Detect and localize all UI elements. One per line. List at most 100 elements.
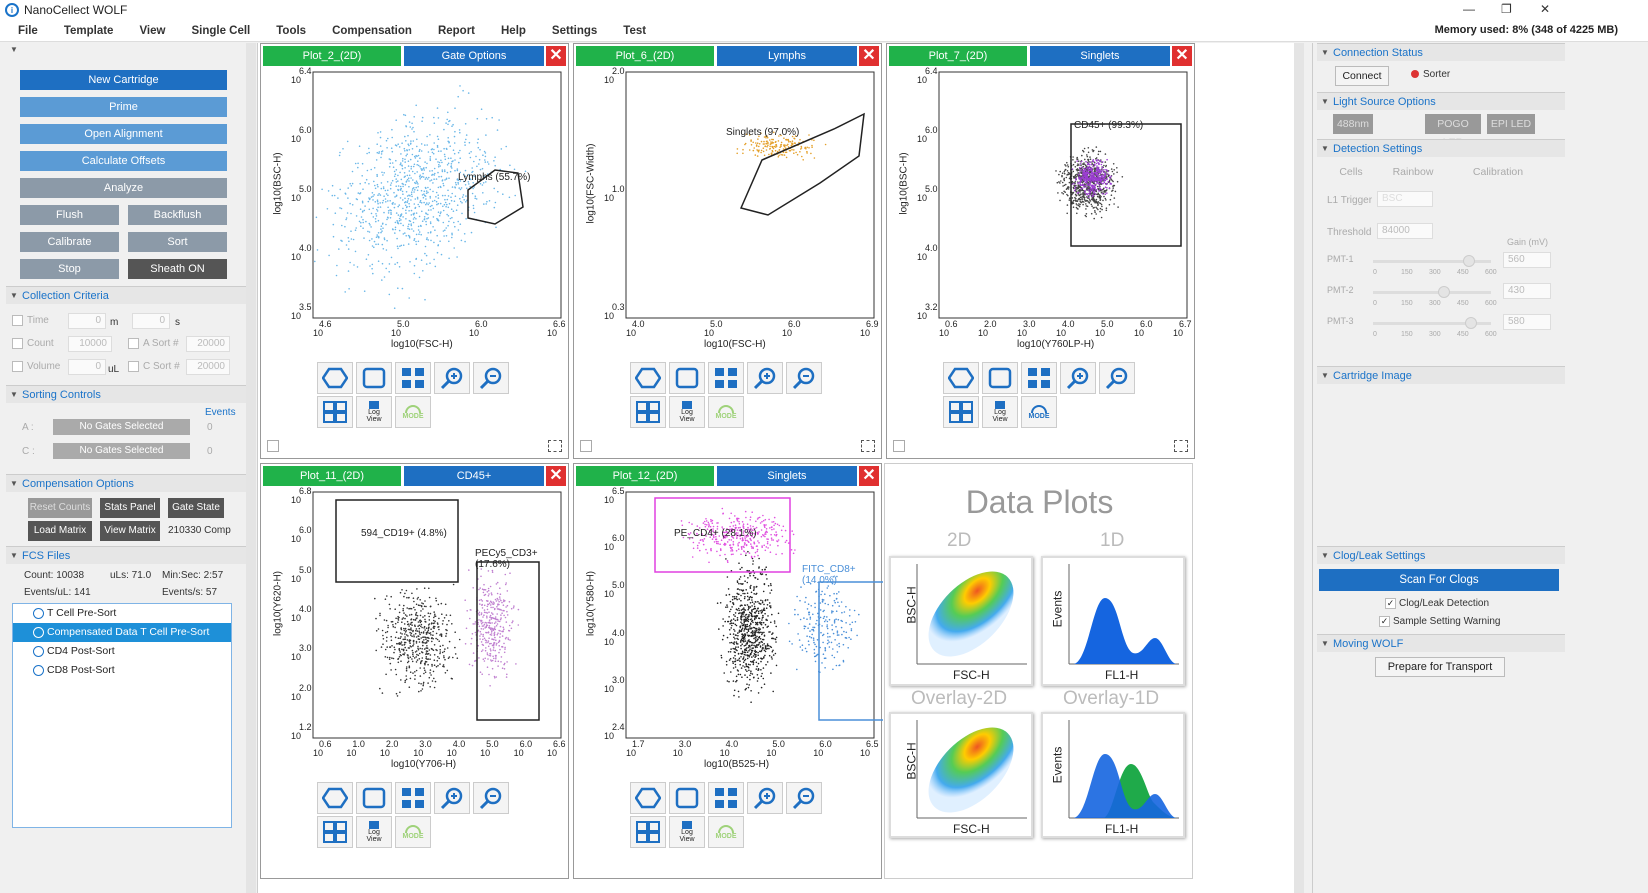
rectangle-gate-icon[interactable] (669, 782, 705, 814)
c-sort-input[interactable]: 20000 (186, 359, 230, 375)
zoom-in-icon[interactable] (434, 782, 470, 814)
pmt-value-input[interactable]: 430 (1503, 283, 1551, 299)
analyze-button[interactable]: Analyze (20, 178, 227, 198)
menu-report[interactable]: Report (437, 24, 475, 37)
selection-cursor-icon[interactable] (1174, 440, 1188, 452)
grid-view-icon[interactable] (630, 396, 666, 428)
zoom-in-icon[interactable] (434, 362, 470, 394)
plot-name-tab[interactable]: Plot_6_(2D) (576, 46, 714, 66)
mode-button[interactable]: MODE (1021, 396, 1057, 428)
calculate-offsets-button[interactable]: Calculate Offsets (20, 151, 227, 171)
backflush-button[interactable]: Backflush (128, 205, 227, 225)
plot-name-tab[interactable]: Plot_12_(2D) (576, 466, 714, 486)
scatter-plot[interactable] (574, 68, 883, 358)
file-item[interactable]: T Cell Pre-Sort (13, 604, 231, 623)
connection-status-header[interactable]: Connection Status (1317, 43, 1565, 62)
polygon-gate-icon[interactable] (943, 362, 979, 394)
menu-file[interactable]: File (18, 24, 38, 37)
sample-warning-checkbox[interactable]: ✓ (1379, 616, 1390, 627)
rectangle-gate-icon[interactable] (356, 362, 392, 394)
log-view-button[interactable]: Log View (669, 816, 705, 848)
close-plot-icon[interactable]: ✕ (546, 46, 566, 66)
pmt-value-input[interactable]: 580 (1503, 314, 1551, 330)
log-view-button[interactable]: Log View (356, 816, 392, 848)
menu-settings[interactable]: Settings (551, 24, 598, 37)
plot-name-tab[interactable]: Plot_7_(2D) (889, 46, 1027, 66)
file-item[interactable]: CD4 Post-Sort (13, 642, 231, 661)
mode-button[interactable]: MODE (708, 816, 744, 848)
detection-settings-header[interactable]: Detection Settings (1317, 139, 1565, 158)
quadrant-gate-icon[interactable] (395, 362, 431, 394)
quadrant-gate-icon[interactable] (1021, 362, 1057, 394)
rectangle-gate-icon[interactable] (356, 782, 392, 814)
menu-help[interactable]: Help (501, 24, 526, 37)
thumb-2d[interactable]: BSC-H FSC-H (889, 556, 1033, 686)
plot-name-tab[interactable]: Plot_11_(2D) (263, 466, 401, 486)
close-window-icon[interactable]: ✕ (1540, 2, 1551, 16)
center-scrollbar[interactable] (1294, 43, 1304, 893)
minimize-icon[interactable]: — (1463, 2, 1475, 16)
plot-gate-tab[interactable]: Gate Options (404, 46, 544, 66)
connect-button[interactable]: Connect (1335, 66, 1389, 86)
sheath-on-button[interactable]: Sheath ON (128, 259, 227, 279)
pmt-value-input[interactable]: 560 (1503, 252, 1551, 268)
polygon-gate-icon[interactable] (630, 782, 666, 814)
threshold-input[interactable]: 84000 (1377, 223, 1433, 239)
zoom-out-icon[interactable] (1099, 362, 1135, 394)
cells-tab[interactable]: Cells (1339, 166, 1363, 178)
plot-gate-tab[interactable]: CD45+ (404, 466, 544, 486)
menu-view[interactable]: View (139, 24, 166, 37)
calibration-tab[interactable]: Calibration (1472, 166, 1524, 178)
clog-leak-header[interactable]: Clog/Leak Settings (1317, 546, 1565, 565)
mode-button[interactable]: MODE (395, 816, 431, 848)
grid-view-icon[interactable] (943, 396, 979, 428)
scan-for-clogs-button[interactable]: Scan For Clogs (1319, 569, 1559, 591)
clog-detection-checkbox[interactable]: ✓ (1385, 598, 1396, 609)
thumb-overlay-1d[interactable]: Events FL1-H (1041, 712, 1185, 838)
plot-gate-tab[interactable]: Lymphs (717, 46, 857, 66)
gate-state-button[interactable]: Gate State (168, 498, 224, 518)
zoom-out-icon[interactable] (786, 362, 822, 394)
load-matrix-button[interactable]: Load Matrix (28, 521, 92, 541)
log-view-button[interactable]: Log View (356, 396, 392, 428)
gate-shape[interactable] (467, 169, 524, 225)
grid-view-icon[interactable] (630, 816, 666, 848)
zoom-in-icon[interactable] (747, 782, 783, 814)
volume-checkbox[interactable] (12, 361, 23, 372)
pmt-slider-track[interactable] (1373, 291, 1491, 294)
scatter-plot[interactable] (261, 488, 570, 778)
quadrant-gate-icon[interactable] (708, 362, 744, 394)
file-item[interactable]: CD8 Post-Sort (13, 661, 231, 680)
scatter-plot[interactable] (574, 488, 883, 778)
time-checkbox[interactable] (12, 315, 23, 326)
close-plot-icon[interactable]: ✕ (859, 466, 879, 486)
plot-gate-tab[interactable]: Singlets (1030, 46, 1170, 66)
plot-select-checkbox[interactable] (893, 440, 905, 452)
close-plot-icon[interactable]: ✕ (1172, 46, 1192, 66)
pogo-led-button[interactable]: POGO LED (1425, 114, 1481, 148)
zoom-in-icon[interactable] (747, 362, 783, 394)
thumb-overlay-2d[interactable]: BSC-H FSC-H (889, 712, 1033, 838)
pmt-slider-handle[interactable] (1463, 255, 1475, 267)
log-view-button[interactable]: Log View (669, 396, 705, 428)
selection-cursor-icon[interactable] (548, 440, 562, 452)
pmt-slider-handle[interactable] (1438, 286, 1450, 298)
pmt-slider-handle[interactable] (1465, 317, 1477, 329)
plot-select-checkbox[interactable] (580, 440, 592, 452)
grid-view-icon[interactable] (317, 816, 353, 848)
plot-gate-tab[interactable]: Singlets (717, 466, 857, 486)
c-gate-select[interactable]: No Gates Selected (53, 443, 190, 459)
log-view-button[interactable]: Log View (982, 396, 1018, 428)
reset-counts-button[interactable]: Reset Counts (28, 498, 92, 518)
open-alignment-button[interactable]: Open Alignment (20, 124, 227, 144)
rectangle-gate-icon[interactable] (669, 362, 705, 394)
polygon-gate-icon[interactable] (630, 362, 666, 394)
stats-panel-button[interactable]: Stats Panel (100, 498, 160, 518)
gate-shape[interactable] (1070, 123, 1182, 247)
moving-wolf-header[interactable]: Moving WOLF (1317, 634, 1565, 653)
view-matrix-button[interactable]: View Matrix (100, 521, 160, 541)
zoom-out-icon[interactable] (473, 782, 509, 814)
plot-select-checkbox[interactable] (267, 440, 279, 452)
menu-single-cell[interactable]: Single Cell (191, 24, 251, 37)
mode-button[interactable]: MODE (708, 396, 744, 428)
